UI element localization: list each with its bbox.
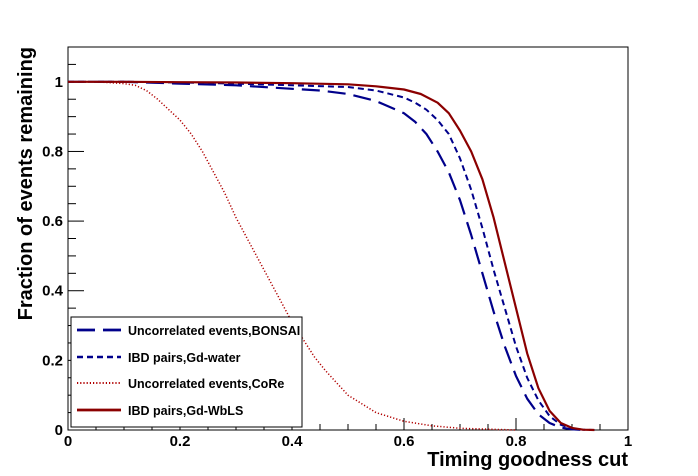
- x-tick-label: 0.6: [394, 433, 415, 450]
- y-tick-label: 0: [55, 422, 63, 439]
- y-tick-label: 0.2: [42, 352, 63, 369]
- legend-label-4: IBD pairs,Gd-WbLS: [128, 404, 243, 418]
- legend-entries: Uncorrelated events,BONSAI IBD pairs,Gd-w…: [77, 324, 300, 418]
- legend: Uncorrelated events,BONSAI IBD pairs,Gd-w…: [70, 316, 303, 428]
- series-line-2: [68, 80, 595, 431]
- series-line-3: [68, 81, 517, 431]
- series-line-1: [68, 80, 584, 432]
- legend-label-1: Uncorrelated events,BONSAI: [128, 324, 300, 338]
- y-axis-title: Fraction of events remaining: [15, 47, 37, 320]
- x-tick-label: 0.8: [506, 433, 527, 450]
- y-tick-label: 0.4: [42, 283, 64, 300]
- legend-label-2: IBD pairs,Gd-water: [128, 351, 241, 365]
- tick-labels-layer: 0 0.2 0.4 0.6 0.8 1 0 0.2 0.4 0.6 0.8 1: [42, 74, 632, 450]
- series-line-4: [68, 80, 595, 432]
- legend-label-3: Uncorrelated events,CoRe: [128, 377, 284, 391]
- x-tick-label: 0.4: [282, 433, 304, 450]
- y-tick-label: 1: [55, 74, 63, 91]
- x-tick-label: 0.2: [170, 433, 191, 450]
- series-layer: [68, 80, 595, 432]
- x-axis-title: Timing goodness cut: [427, 449, 628, 471]
- y-tick-label: 0.8: [42, 143, 63, 160]
- x-tick-label: 1: [624, 433, 632, 450]
- x-tick-label: 0: [64, 433, 72, 450]
- y-tick-label: 0.6: [42, 213, 63, 230]
